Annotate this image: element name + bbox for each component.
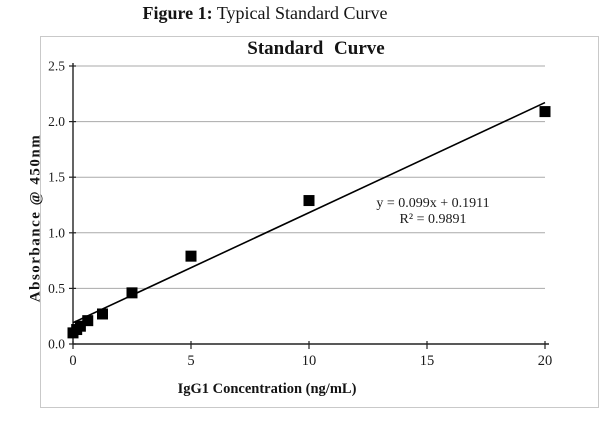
data-point	[74, 320, 86, 332]
y-axis-title: Absorbance @ 450nm	[27, 133, 44, 303]
data-point	[126, 287, 138, 299]
y-tick-label: 1.0	[48, 225, 65, 240]
data-point	[185, 250, 197, 262]
x-tick-label: 0	[69, 353, 76, 369]
data-point	[303, 195, 315, 207]
y-tick-label: 2.0	[48, 114, 65, 129]
y-tick-label: 1.5	[48, 170, 65, 185]
trendline-annotation: y = 0.099x + 0.1911 R² = 0.9891	[348, 196, 518, 227]
r-squared-value: R² = 0.9891	[399, 211, 467, 227]
chart-container	[40, 36, 599, 408]
data-point	[82, 315, 94, 327]
x-tick-label: 5	[187, 353, 194, 369]
figure-caption-text: Typical Standard Curve	[212, 3, 388, 23]
x-tick-label: 20	[538, 353, 553, 369]
data-point	[539, 106, 551, 118]
y-tick-label: 0.0	[48, 337, 65, 352]
trendline	[72, 101, 546, 324]
x-axis-title: IgG1 Concentration (ng/mL)	[177, 381, 357, 397]
x-tick-label: 10	[302, 353, 317, 369]
y-tick-label: 0.5	[48, 281, 65, 296]
figure-caption-label: Figure 1:	[142, 3, 213, 23]
x-tick-label: 15	[420, 353, 435, 369]
trendline-equation: y = 0.099x + 0.1911	[376, 196, 490, 211]
figure-caption: Figure 1: Typical Standard Curve	[55, 3, 475, 24]
y-tick-label: 2.5	[48, 59, 65, 74]
data-point	[97, 308, 108, 320]
chart-title: Standard Curve	[247, 38, 385, 59]
